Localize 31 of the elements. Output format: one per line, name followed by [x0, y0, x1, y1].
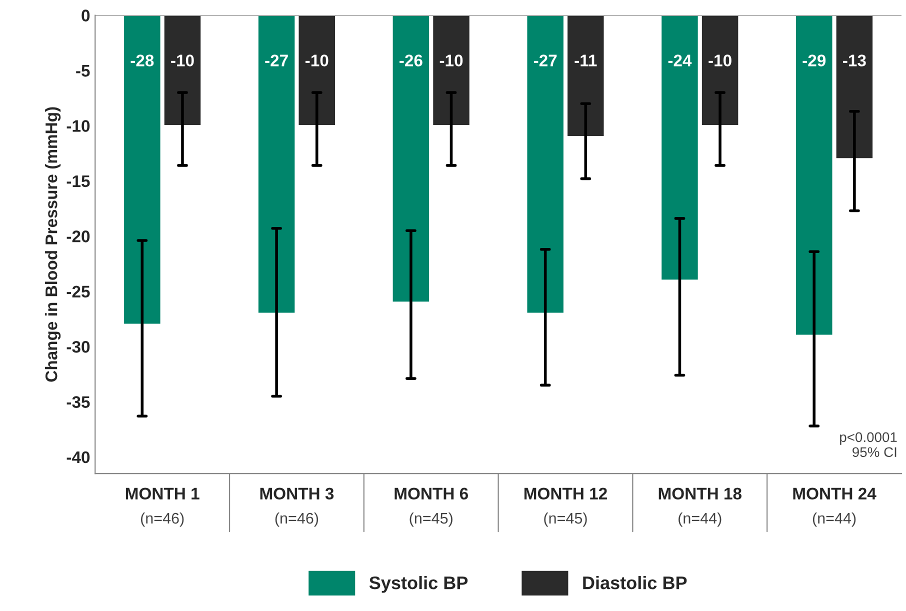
annotation: p<0.0001 95% CI: [840, 432, 897, 458]
y-tick-label: -5: [76, 65, 90, 77]
data-label: -27: [534, 54, 557, 66]
data-label: -28: [130, 54, 154, 66]
data-label: -10: [708, 54, 732, 66]
data-label: -10: [440, 54, 463, 66]
x-tick-label: MONTH 3 (n=46): [260, 488, 334, 527]
legend-label: Systolic BP: [369, 576, 468, 593]
data-label: -24: [668, 54, 692, 66]
y-tick-label: -20: [66, 230, 90, 242]
data-label: -10: [171, 54, 194, 66]
y-axis-title: Change in Blood Pressure (mmHg): [45, 107, 61, 382]
y-tick-label: -15: [66, 175, 90, 188]
data-label: -27: [265, 54, 288, 66]
data-label: -10: [305, 54, 328, 66]
data-label: -29: [802, 54, 826, 66]
y-tick-label: 0: [82, 10, 90, 22]
x-tick-label: MONTH 12 (n=45): [524, 488, 607, 527]
x-tick-label: MONTH 18 (n=44): [658, 488, 742, 527]
y-tick-label: -35: [66, 396, 90, 408]
y-tick-label: -10: [66, 120, 90, 132]
y-tick-label: -30: [66, 340, 90, 353]
x-tick-label: MONTH 6 (n=45): [394, 488, 468, 527]
x-tick-label: MONTH 1 (n=46): [126, 488, 200, 527]
data-label: -11: [574, 54, 597, 66]
data-label: -26: [400, 54, 422, 66]
legend-label: Diastolic BP: [583, 576, 687, 590]
y-tick-label: -40: [66, 451, 90, 464]
data-label: -13: [843, 54, 866, 66]
x-tick-label: MONTH 24 (n=44): [793, 488, 876, 527]
y-tick-label: -25: [66, 286, 90, 298]
